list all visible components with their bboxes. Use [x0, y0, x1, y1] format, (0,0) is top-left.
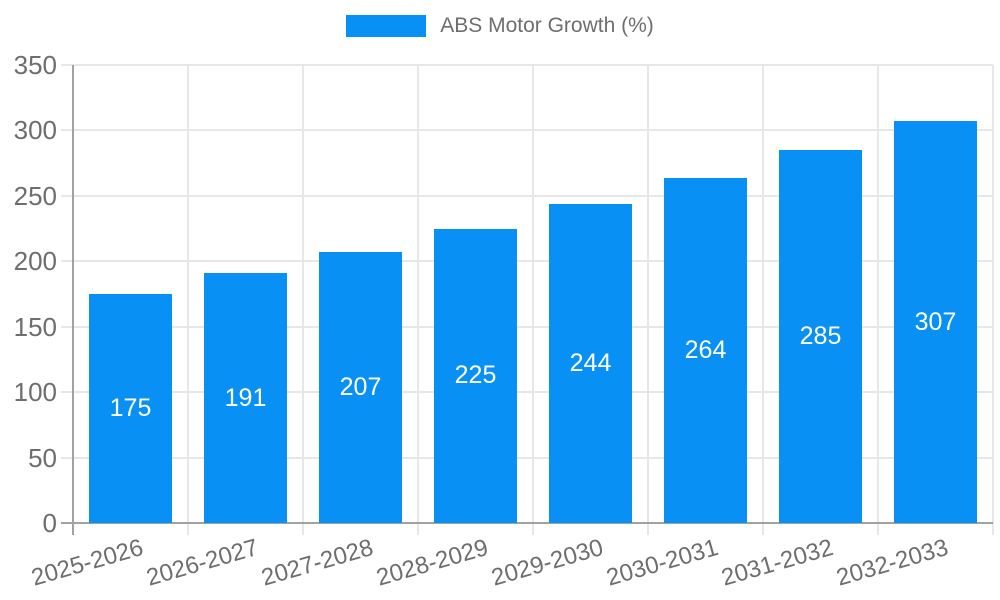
y-axis-tick-label: 100 [13, 377, 57, 408]
x-gridline [647, 65, 649, 535]
x-gridline [417, 65, 419, 535]
y-axis-tick-label: 200 [13, 246, 57, 277]
y-axis-tick-label: 150 [13, 311, 57, 342]
y-axis-tick-label: 250 [13, 180, 57, 211]
bar-value-label: 244 [569, 348, 612, 377]
y-gridline [61, 64, 993, 66]
legend-label: ABS Motor Growth (%) [440, 14, 654, 37]
bar: 285 [779, 150, 862, 523]
x-axis-tick-label: 2030-2031 [603, 534, 721, 592]
y-gridline [61, 129, 993, 132]
x-axis-line [61, 522, 993, 524]
y-axis-tick-label: 0 [42, 508, 57, 538]
x-axis-tick-label: 2032-2033 [833, 534, 951, 592]
bar: 225 [434, 228, 517, 523]
bar: 207 [319, 252, 402, 523]
y-gridline [61, 391, 993, 394]
x-axis-tick-label: 2026-2027 [143, 534, 261, 592]
bar-value-label: 191 [224, 383, 267, 412]
x-gridline [532, 65, 534, 535]
x-axis-tick-label: 2031-2032 [718, 534, 836, 592]
bar: 307 [894, 121, 977, 523]
y-axis-tick-label: 50 [28, 442, 57, 473]
y-axis-tick-label: 350 [13, 50, 57, 80]
bar-value-label: 175 [109, 394, 152, 422]
bar-value-label: 225 [454, 361, 497, 390]
bar-value-label: 285 [799, 322, 842, 351]
x-gridline [187, 65, 189, 535]
bar-value-label: 207 [339, 373, 382, 402]
bar: 244 [549, 203, 632, 523]
x-gridline [992, 65, 994, 535]
x-gridline [877, 65, 879, 535]
x-gridline [762, 65, 764, 535]
x-axis-tick-label: 2029-2030 [488, 534, 606, 592]
bar-value-label: 307 [914, 307, 957, 336]
x-axis-tick-label: 2025-2026 [28, 534, 146, 592]
x-gridline [302, 65, 304, 535]
y-axis-tick-label: 300 [13, 115, 57, 146]
y-gridline [61, 194, 993, 197]
x-axis-tick-label: 2027-2028 [258, 534, 376, 592]
legend-swatch-icon [346, 15, 427, 37]
x-axis-tick-label: 2028-2029 [373, 534, 491, 592]
bar: 191 [204, 273, 287, 523]
y-axis-line [72, 65, 74, 535]
y-gridline [61, 325, 993, 328]
bar: 175 [89, 294, 172, 523]
legend-item[interactable]: ABS Motor Growth (%) [0, 14, 1000, 38]
y-gridline [61, 260, 993, 263]
y-gridline [61, 456, 993, 459]
bar: 264 [664, 177, 747, 523]
bar-value-label: 264 [684, 335, 727, 364]
